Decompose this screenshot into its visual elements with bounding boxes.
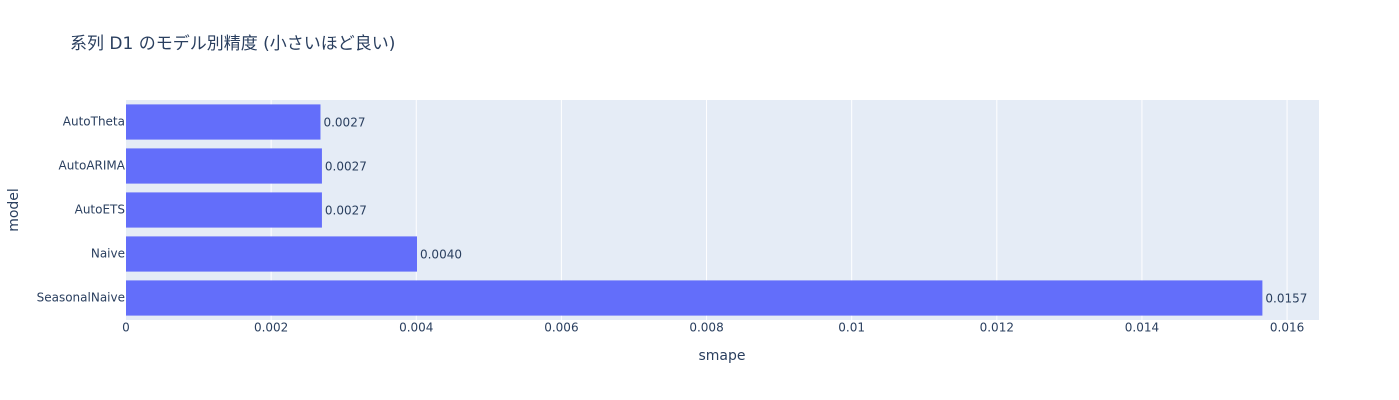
x-tick-label: 0.01 <box>838 321 865 335</box>
bar <box>126 104 321 140</box>
x-tick-label: 0.012 <box>980 321 1014 335</box>
y-tick-label: AutoTheta <box>63 115 125 129</box>
x-tick-label: 0.008 <box>689 321 723 335</box>
x-tick-label: 0.006 <box>544 321 578 335</box>
bar <box>126 192 322 228</box>
chart-title: 系列 D1 のモデル別精度 (小さいほど良い) <box>70 33 395 54</box>
y-tick-label: Naive <box>91 247 125 261</box>
y-axis-title: model <box>6 188 22 232</box>
bar <box>126 280 1263 316</box>
value-label: 0.0027 <box>325 160 367 174</box>
value-label: 0.0157 <box>1265 292 1307 306</box>
bar <box>126 236 417 272</box>
x-tick-label: 0.014 <box>1125 321 1159 335</box>
x-tick-label: 0 <box>122 321 130 335</box>
x-tick-label: 0.004 <box>399 321 433 335</box>
value-label: 0.0040 <box>420 248 462 262</box>
x-axis-title: smape <box>698 348 745 364</box>
y-tick-label: AutoARIMA <box>58 159 125 173</box>
value-label: 0.0027 <box>325 204 367 218</box>
value-label: 0.0027 <box>323 116 365 130</box>
y-tick-label: AutoETS <box>75 203 125 217</box>
bar <box>126 148 322 184</box>
x-tick-label: 0.016 <box>1270 321 1304 335</box>
y-tick-label: SeasonalNaive <box>37 291 125 305</box>
x-tick-label: 0.002 <box>254 321 288 335</box>
